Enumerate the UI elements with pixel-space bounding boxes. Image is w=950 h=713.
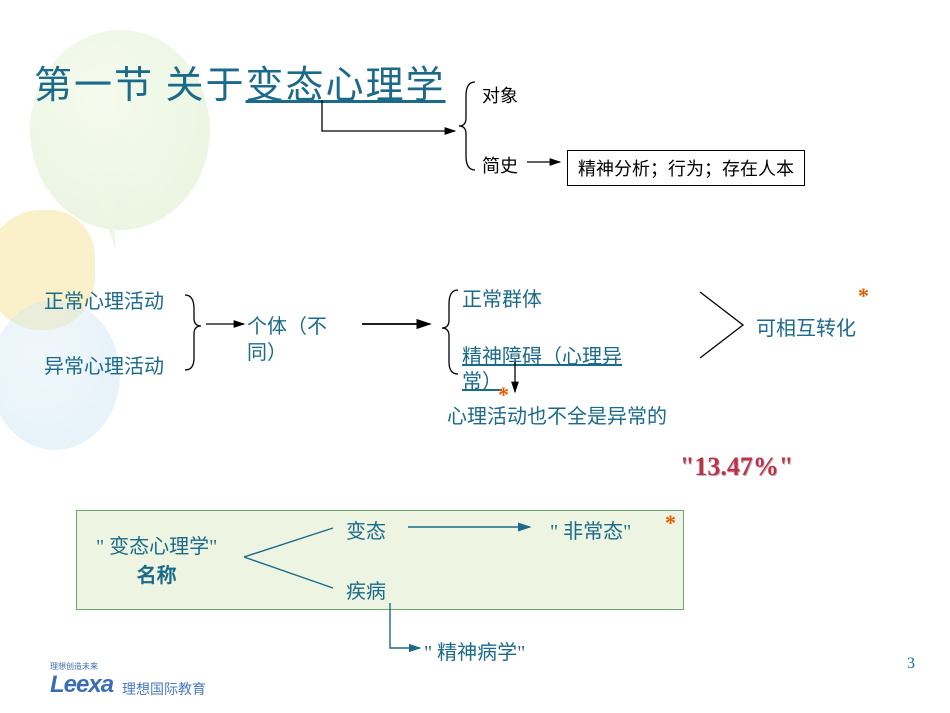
logo-brand: Leexa [50, 671, 113, 698]
branch-variant-out: " 非常态" [550, 515, 631, 544]
branch-disease: 疾病 [346, 575, 386, 604]
label-normal-activity: 正常心理活动 [44, 285, 164, 314]
label-object: 对象 [482, 82, 518, 108]
logo-tagline: 理想创造未来 [50, 663, 113, 671]
box-title-l2: 名称 [96, 559, 217, 588]
label-history: 简史 [482, 152, 518, 178]
label-individual-l1: 个体（不 [247, 310, 327, 339]
logo-cn: 理想国际教育 [122, 681, 206, 697]
branch-variant: 变态 [346, 515, 386, 544]
title-underlined: 变态心理学 [246, 65, 446, 107]
label-disorder-l2: 常） [462, 365, 502, 394]
asterisk-1: * [858, 283, 869, 309]
label-normal-group: 正常群体 [462, 283, 542, 312]
title-prefix: 第一节 关于 [34, 65, 246, 107]
stat-percent: "13.47%" [680, 452, 793, 482]
box-title: " 变态心理学" 名称 [96, 530, 217, 588]
page-number: 3 [907, 655, 915, 673]
sub-psychiatry: " 精神病学" [424, 636, 525, 665]
page-title: 第一节 关于变态心理学 [34, 54, 446, 109]
box-title-l1: " 变态心理学" [96, 536, 217, 558]
footer-logo: 理想创造未来 Leexa 理想国际教育 [50, 663, 206, 699]
label-not-all-abnormal: 心理活动也不全是异常的 [447, 400, 667, 429]
label-individual-l2: 同） [247, 336, 287, 365]
label-convertible: 可相互转化 [756, 312, 856, 341]
box-history-content: 精神分析；行为；存在人本 [567, 150, 805, 186]
asterisk-3: * [665, 510, 676, 536]
label-abnormal-activity: 异常心理活动 [44, 350, 164, 379]
